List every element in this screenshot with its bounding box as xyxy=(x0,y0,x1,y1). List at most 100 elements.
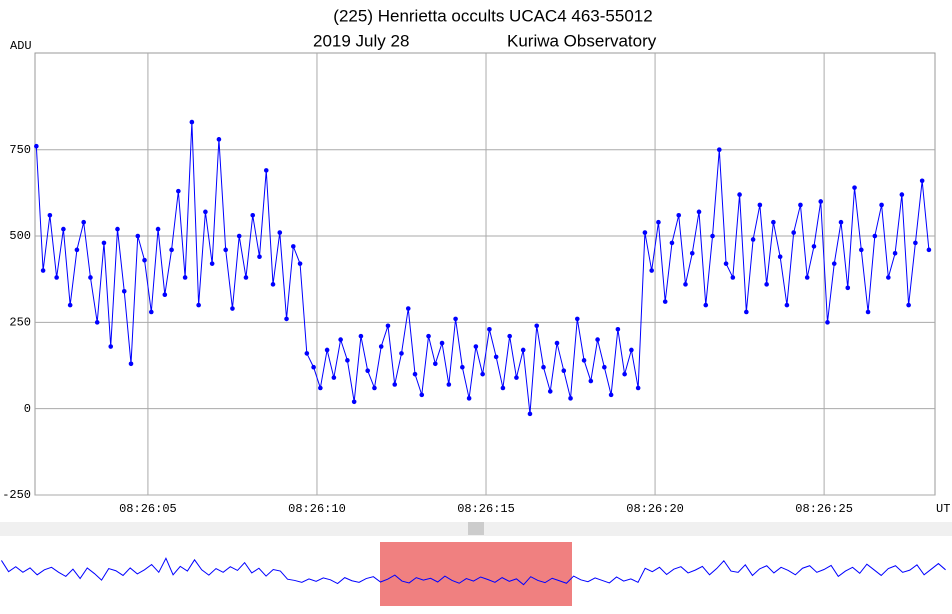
data-point xyxy=(852,185,857,190)
data-point xyxy=(263,168,269,173)
data-point xyxy=(926,247,932,253)
data-point xyxy=(358,333,364,339)
data-point xyxy=(804,275,810,280)
data-point xyxy=(568,396,573,401)
scrollbar-thumb[interactable] xyxy=(468,522,484,535)
plot-layer: -250 0 250 500 750 08:26:05 08:26:10 08:26:15 08… xyxy=(2,53,935,516)
data-point xyxy=(196,302,201,308)
data-point xyxy=(338,337,343,342)
y-tick-label: 750 xyxy=(9,143,31,157)
data-point xyxy=(277,230,283,235)
data-point xyxy=(879,202,884,208)
data-point xyxy=(223,247,228,253)
overview-line xyxy=(1,557,946,586)
data-point xyxy=(574,316,580,322)
data-point xyxy=(67,302,73,308)
data-point xyxy=(527,411,533,417)
data-point xyxy=(777,254,783,260)
data-point xyxy=(345,358,350,363)
data-point xyxy=(81,219,86,225)
data-point xyxy=(155,226,161,232)
data-point xyxy=(331,375,337,380)
data-point xyxy=(744,309,749,315)
data-point xyxy=(209,261,215,266)
data-point xyxy=(176,188,181,194)
y-tick-label: 500 xyxy=(9,229,31,243)
data-point xyxy=(872,233,878,239)
data-point xyxy=(689,250,695,256)
chart-subtitle: 2019 July 28 xyxy=(313,31,409,50)
data-point xyxy=(453,316,458,322)
data-point xyxy=(865,309,871,315)
x-tick-label: 08:26:10 xyxy=(288,502,346,516)
data-point xyxy=(304,351,310,356)
data-point xyxy=(182,275,188,280)
data-point xyxy=(906,302,911,308)
data-point xyxy=(203,209,208,215)
x-tick-label: 08:26:20 xyxy=(626,502,684,516)
x-tick-label: 08:26:15 xyxy=(457,502,515,516)
data-point xyxy=(703,302,709,308)
data-point xyxy=(318,385,323,391)
data-point xyxy=(723,261,729,266)
data-point xyxy=(34,143,39,149)
data-point xyxy=(115,226,120,232)
data-point xyxy=(419,392,425,398)
data-point xyxy=(642,230,648,235)
data-point xyxy=(88,275,93,280)
data-point xyxy=(811,244,817,249)
data-point xyxy=(818,199,824,204)
data-point xyxy=(845,285,851,291)
data-point xyxy=(629,347,634,353)
data-point xyxy=(838,219,844,225)
data-point xyxy=(291,244,296,249)
data-point xyxy=(493,354,499,360)
data-point xyxy=(656,219,661,225)
y-tick-label: -250 xyxy=(2,488,31,502)
data-point xyxy=(716,147,722,152)
data-point xyxy=(554,340,560,346)
data-point xyxy=(791,230,796,235)
data-point xyxy=(500,385,506,391)
data-point xyxy=(399,351,404,356)
data-point xyxy=(886,275,891,280)
data-point xyxy=(284,316,289,322)
data-point xyxy=(257,254,262,260)
observatory: Kuriwa Observatory xyxy=(507,31,657,50)
data-point xyxy=(351,399,357,405)
data-point xyxy=(142,257,147,263)
data-point xyxy=(581,358,587,363)
data-point xyxy=(94,320,100,325)
data-point xyxy=(899,192,905,197)
data-point xyxy=(378,344,384,349)
data-point xyxy=(710,233,715,239)
data-point xyxy=(514,375,519,380)
data-point xyxy=(507,333,512,339)
data-point xyxy=(216,137,222,142)
data-point xyxy=(561,368,567,373)
data-point xyxy=(602,364,607,370)
data-point xyxy=(919,178,925,184)
data-point xyxy=(764,282,769,287)
data-point xyxy=(311,364,316,370)
data-point xyxy=(541,364,546,370)
data-point xyxy=(635,385,641,391)
data-point xyxy=(405,306,411,311)
data-point xyxy=(230,306,235,311)
data-point xyxy=(324,347,330,353)
x-axis-label: UT xyxy=(936,502,950,516)
data-point xyxy=(47,212,53,218)
data-point xyxy=(466,396,472,401)
data-point xyxy=(757,202,763,208)
data-point xyxy=(412,371,418,377)
data-point xyxy=(189,119,195,125)
data-point xyxy=(487,326,492,332)
y-tick-label: 0 xyxy=(24,402,31,416)
data-point xyxy=(696,209,702,215)
overview-selection[interactable] xyxy=(380,542,572,606)
data-point xyxy=(439,340,445,346)
data-point xyxy=(54,275,59,280)
data-point xyxy=(372,385,377,391)
data-point xyxy=(520,347,526,353)
data-point xyxy=(426,333,431,339)
